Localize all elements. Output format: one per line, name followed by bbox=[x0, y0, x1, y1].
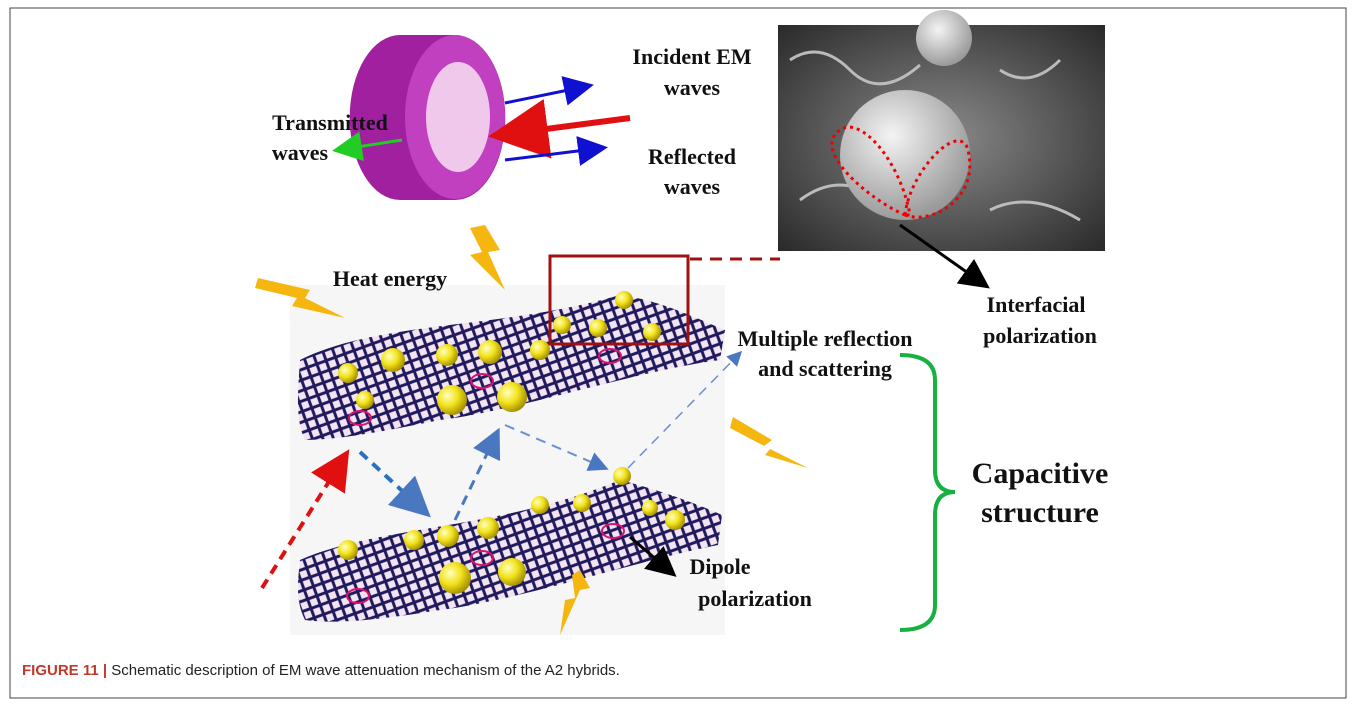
sem-image bbox=[778, 10, 1105, 251]
caption-text: Schematic description of EM wave attenua… bbox=[111, 662, 620, 679]
label: Multiple reflection bbox=[738, 326, 913, 351]
brace bbox=[900, 355, 955, 630]
figure: Incident EM waves Transmitted waves Refl… bbox=[0, 0, 1357, 708]
label: Reflected bbox=[648, 144, 736, 169]
label: Dipole bbox=[689, 554, 750, 579]
caption-label: FIGURE 11 | bbox=[22, 662, 107, 679]
label: Incident EM bbox=[632, 44, 751, 69]
label: waves bbox=[272, 140, 329, 165]
label: waves bbox=[664, 75, 721, 100]
label: Transmitted bbox=[272, 110, 388, 135]
label: Heat energy bbox=[333, 266, 447, 291]
label: polarization bbox=[698, 586, 812, 611]
label: structure bbox=[981, 496, 1099, 529]
hybrid-sheets bbox=[290, 285, 725, 635]
label: Interfacial bbox=[987, 292, 1086, 317]
label: and scattering bbox=[758, 356, 892, 381]
arrow bbox=[505, 148, 602, 160]
arrow bbox=[500, 118, 630, 135]
caption: FIGURE 11 | Schematic description of EM … bbox=[22, 662, 620, 679]
page: Incident EM waves Transmitted waves Refl… bbox=[0, 0, 1357, 708]
label: Capacitive bbox=[972, 457, 1109, 490]
label: polarization bbox=[983, 323, 1097, 348]
arrow bbox=[505, 86, 588, 103]
label: waves bbox=[664, 174, 721, 199]
